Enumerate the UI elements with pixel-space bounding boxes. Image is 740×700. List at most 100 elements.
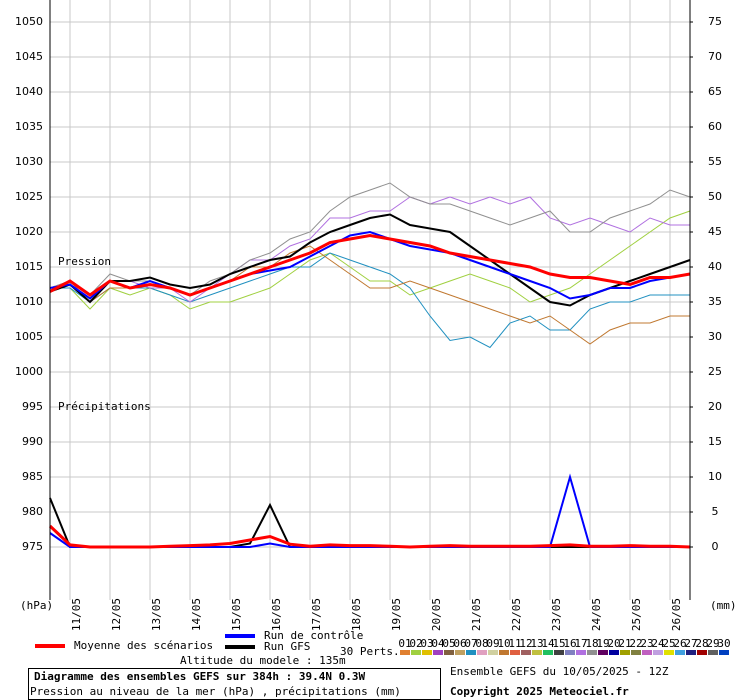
pert-swatch — [488, 650, 498, 655]
pert-swatch — [499, 650, 509, 655]
pert-number: 08 — [475, 637, 488, 650]
pert-number: 11 — [508, 637, 521, 650]
pert-number: 05 — [442, 637, 455, 650]
pert-number: 07 — [464, 637, 477, 650]
pert-swatch — [719, 650, 729, 655]
precip-label: Précipitations — [58, 400, 151, 413]
y-tick-label: 1050 — [15, 15, 43, 28]
pert-swatch — [653, 650, 663, 655]
pert-number: 13 — [530, 637, 543, 650]
pert-swatch — [587, 650, 597, 655]
perts-label: 30 Perts. — [340, 645, 400, 658]
lines — [48, 182, 691, 549]
pert-number: 16 — [563, 637, 576, 650]
legend-label: Run de contrôle — [264, 629, 363, 642]
pert-swatch — [565, 650, 575, 655]
x-tick-label: 15/05 — [230, 598, 243, 631]
pert-number: 26 — [673, 637, 686, 650]
y2-tick-label: 50 — [708, 190, 722, 203]
pert-swatch — [620, 650, 630, 655]
pert-swatch — [708, 650, 718, 655]
y-tick-label: 995 — [22, 400, 43, 413]
y2-tick-label: 70 — [708, 50, 722, 63]
y-tick-label: 990 — [22, 435, 43, 448]
y2-tick-label: 75 — [708, 15, 722, 28]
pert-swatch — [631, 650, 641, 655]
pert-swatch — [455, 650, 465, 655]
pert-swatch — [686, 650, 696, 655]
pert-swatch — [532, 650, 542, 655]
y-tick-label: 1020 — [15, 225, 43, 238]
pert-number: 30 — [717, 637, 730, 650]
pert-number: 20 — [607, 637, 620, 650]
y-unit: (hPa) — [20, 599, 53, 612]
x-tick-label: 13/05 — [150, 598, 163, 631]
pert-swatch — [675, 650, 685, 655]
pert-swatch — [642, 650, 652, 655]
copyright: Copyright 2025 Meteociel.fr — [450, 685, 629, 698]
pressure-line — [49, 233, 691, 297]
y2-tick-label: 35 — [708, 295, 722, 308]
pert-number: 24 — [651, 637, 665, 650]
pert-number: 06 — [453, 637, 466, 650]
pert-swatch — [422, 650, 432, 655]
y-tick-label: 1030 — [15, 155, 43, 168]
pert-number: 10 — [497, 637, 510, 650]
pert-swatch — [598, 650, 608, 655]
pert-line — [50, 252, 690, 349]
pressure-label: Pression — [58, 255, 111, 268]
pert-swatch — [543, 650, 553, 655]
x-tick-label: 14/05 — [190, 598, 203, 631]
legend-label: Run GFS — [264, 640, 310, 653]
pert-swatch — [477, 650, 487, 655]
y-tick-label: 1045 — [15, 50, 43, 63]
y2-tick-label: 60 — [708, 120, 722, 133]
pert-line — [49, 196, 690, 303]
chart-title: Diagramme des ensembles GEFS sur 384h : … — [34, 670, 366, 683]
pert-number: 25 — [662, 637, 675, 650]
pert-swatch — [433, 650, 443, 655]
y-tick-label: 1005 — [15, 330, 43, 343]
y2-tick-label: 5 — [712, 505, 719, 518]
pert-number: 29 — [706, 637, 719, 650]
y-tick-label: 1010 — [15, 295, 43, 308]
x-tick-label: 12/05 — [110, 598, 123, 631]
x-tick-label: 23/05 — [550, 598, 563, 631]
pert-number: 17 — [574, 637, 587, 650]
pert-swatch — [510, 650, 520, 655]
y2-tick-label: 40 — [708, 260, 722, 273]
pert-swatch — [411, 650, 421, 655]
pert-number: 19 — [596, 637, 609, 650]
pert-number: 01 — [398, 637, 411, 650]
x-tick-label: 17/05 — [310, 598, 323, 631]
pressure-line — [49, 213, 691, 307]
pert-swatch — [609, 650, 619, 655]
pert-swatch — [576, 650, 586, 655]
pert-number: 09 — [486, 637, 499, 650]
pert-number: 27 — [684, 637, 697, 650]
pressure-line — [49, 230, 691, 300]
x-tick-label: 24/05 — [590, 598, 603, 631]
pert-number: 03 — [420, 637, 433, 650]
x-tick-label: 21/05 — [470, 598, 483, 631]
pert-number: 14 — [541, 637, 555, 650]
chart-subtitle: Pression au niveau de la mer (hPa) , pré… — [30, 685, 401, 698]
x-tick-label: 25/05 — [630, 598, 643, 631]
pert-number: 22 — [629, 637, 642, 650]
y2-tick-label: 25 — [708, 365, 722, 378]
y2-tick-label: 55 — [708, 155, 722, 168]
y-tick-label: 1035 — [15, 120, 43, 133]
pert-swatch — [664, 650, 674, 655]
y-tick-label: 980 — [22, 505, 43, 518]
pert-swatch — [697, 650, 707, 655]
pert-swatch — [444, 650, 454, 655]
pert-number: 18 — [585, 637, 598, 650]
y-tick-label: 1025 — [15, 190, 43, 203]
pert-number: 28 — [695, 637, 708, 650]
grid — [50, 0, 690, 600]
x-tick-label: 18/05 — [350, 598, 363, 631]
x-tick-label: 26/05 — [670, 598, 683, 631]
pert-number: 12 — [519, 637, 532, 650]
